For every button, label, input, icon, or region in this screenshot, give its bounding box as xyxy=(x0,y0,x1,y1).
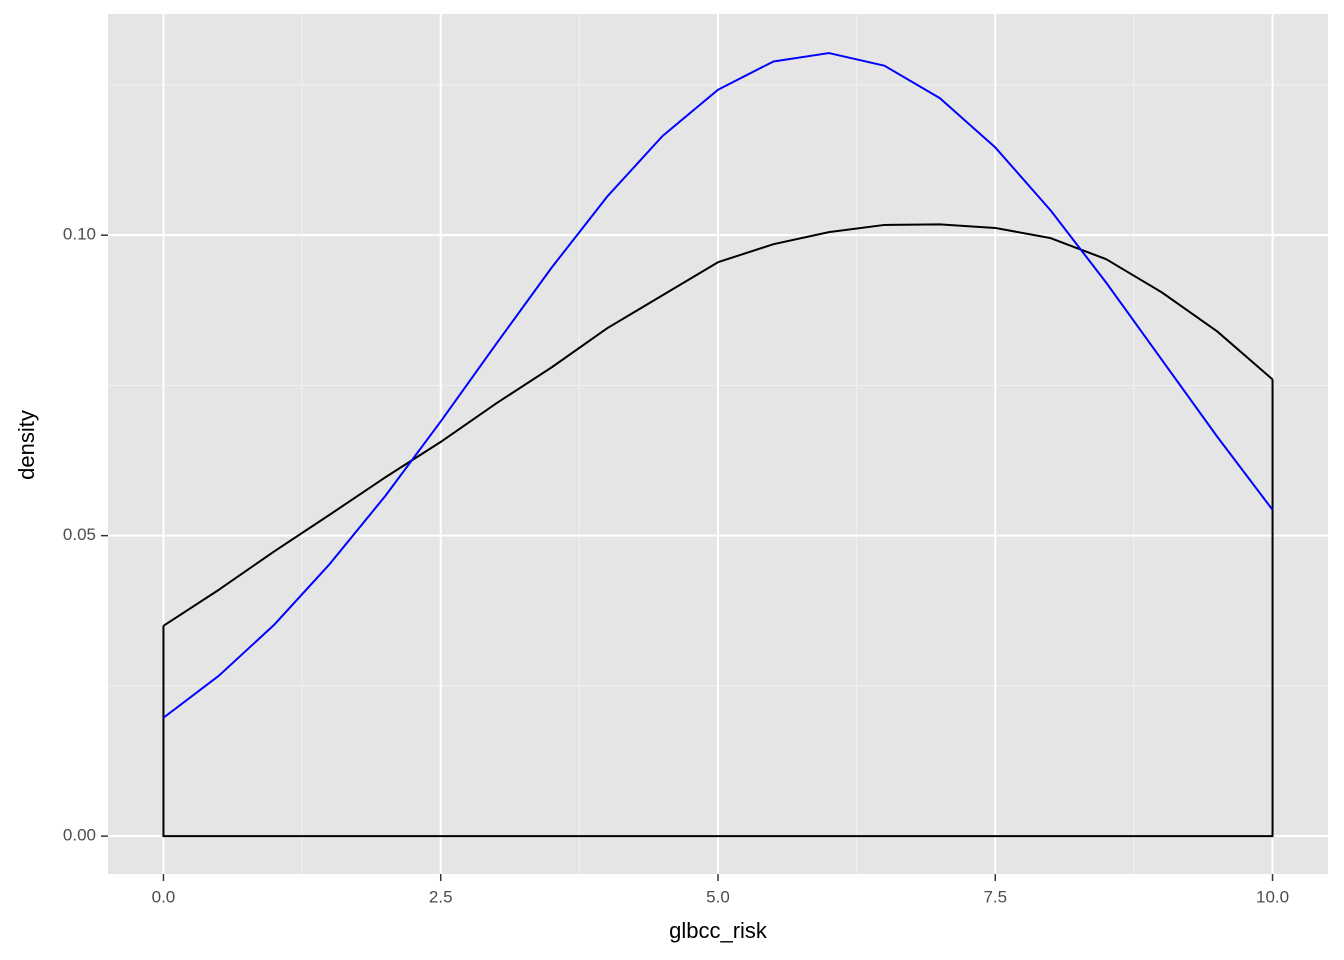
y-tick-label: 0.00 xyxy=(63,826,96,845)
x-tick-label: 2.5 xyxy=(429,887,453,906)
x-tick-label: 10.0 xyxy=(1256,887,1289,906)
y-tick-label: 0.10 xyxy=(63,225,96,244)
y-axis-title: density xyxy=(14,410,39,480)
x-tick-label: 0.0 xyxy=(152,887,176,906)
line xyxy=(162,223,1274,627)
density-outline xyxy=(162,379,1274,838)
x-tick-label: 7.5 xyxy=(983,887,1007,906)
x-tick-label: 5.0 xyxy=(706,887,730,906)
y-tick-label: 0.05 xyxy=(63,525,96,544)
line xyxy=(162,52,1274,719)
x-axis-title: glbcc_risk xyxy=(669,918,768,943)
